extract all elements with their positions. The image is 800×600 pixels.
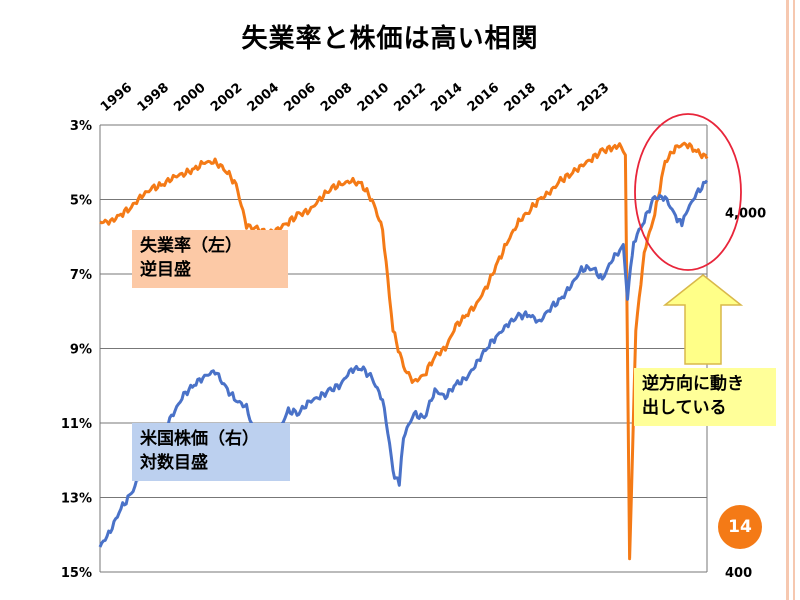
highlight-circle [634, 113, 742, 271]
stock-label-line1: 米国株価（右） [140, 429, 259, 449]
annotation-group [634, 113, 744, 365]
x-tick-label: 2010 [355, 80, 392, 115]
x-tick-label: 2012 [391, 80, 428, 115]
series-group [98, 141, 709, 561]
y-left-tick-labels: 3% 5% 7% 9% 11% 13% 15% [61, 119, 92, 581]
x-tick-label: 2006 [281, 80, 318, 115]
stock-line [98, 179, 709, 548]
y-right-tick-label: 4,000 [725, 206, 766, 221]
y-right-tick-labels: 4,000 400 [725, 206, 766, 581]
note-line1: 逆方向に動き [642, 374, 744, 394]
y-left-tick-label: 3% [70, 119, 92, 134]
x-tick-label: 1996 [98, 80, 135, 115]
x-tick-label: 2008 [318, 80, 355, 115]
slide-title: 失業率と株価は高い相関 [241, 24, 539, 54]
unemployment-line [99, 141, 709, 561]
page-number-badge: 14 [718, 505, 762, 549]
stock-label-box: 米国株価（右） 対数目盛 [132, 423, 290, 481]
arrow-up-icon [662, 274, 744, 365]
y-right-tick-label: 400 [725, 566, 752, 581]
y-left-tick-label: 15% [61, 566, 92, 581]
y-left-tick-label: 11% [61, 417, 92, 432]
note-line2: 出している [642, 398, 727, 418]
note-box: 逆方向に動き 出している [634, 368, 776, 426]
x-tick-label: 2023 [575, 80, 612, 115]
decor-line-outer [786, 0, 789, 600]
unemployment-label-line2: 逆目盛 [140, 260, 191, 280]
y-left-tick-label: 9% [70, 343, 92, 358]
decor-line-inner [793, 0, 795, 600]
unemployment-label-line1: 失業率（左） [140, 236, 242, 256]
x-tick-label: 1998 [135, 80, 172, 115]
x-tick-label: 2000 [171, 80, 208, 115]
y-left-tick-label: 7% [70, 268, 92, 283]
x-tick-label: 2016 [465, 80, 502, 115]
x-tick-label: 2014 [428, 80, 465, 115]
stock-label-line2: 対数目盛 [140, 453, 208, 473]
x-tick-label: 2018 [502, 80, 539, 115]
x-tick-labels: 1996 1998 2000 2002 2004 2006 2008 2010 2012 2014… [98, 80, 612, 115]
x-tick-label: 2004 [245, 80, 282, 115]
y-left-tick-label: 13% [61, 492, 92, 507]
gridlines [99, 124, 708, 573]
unemployment-label-box: 失業率（左） 逆目盛 [132, 230, 288, 288]
x-tick-label: 2021 [538, 80, 575, 115]
x-tick-label: 2002 [208, 80, 245, 115]
y-left-tick-label: 5% [70, 194, 92, 209]
